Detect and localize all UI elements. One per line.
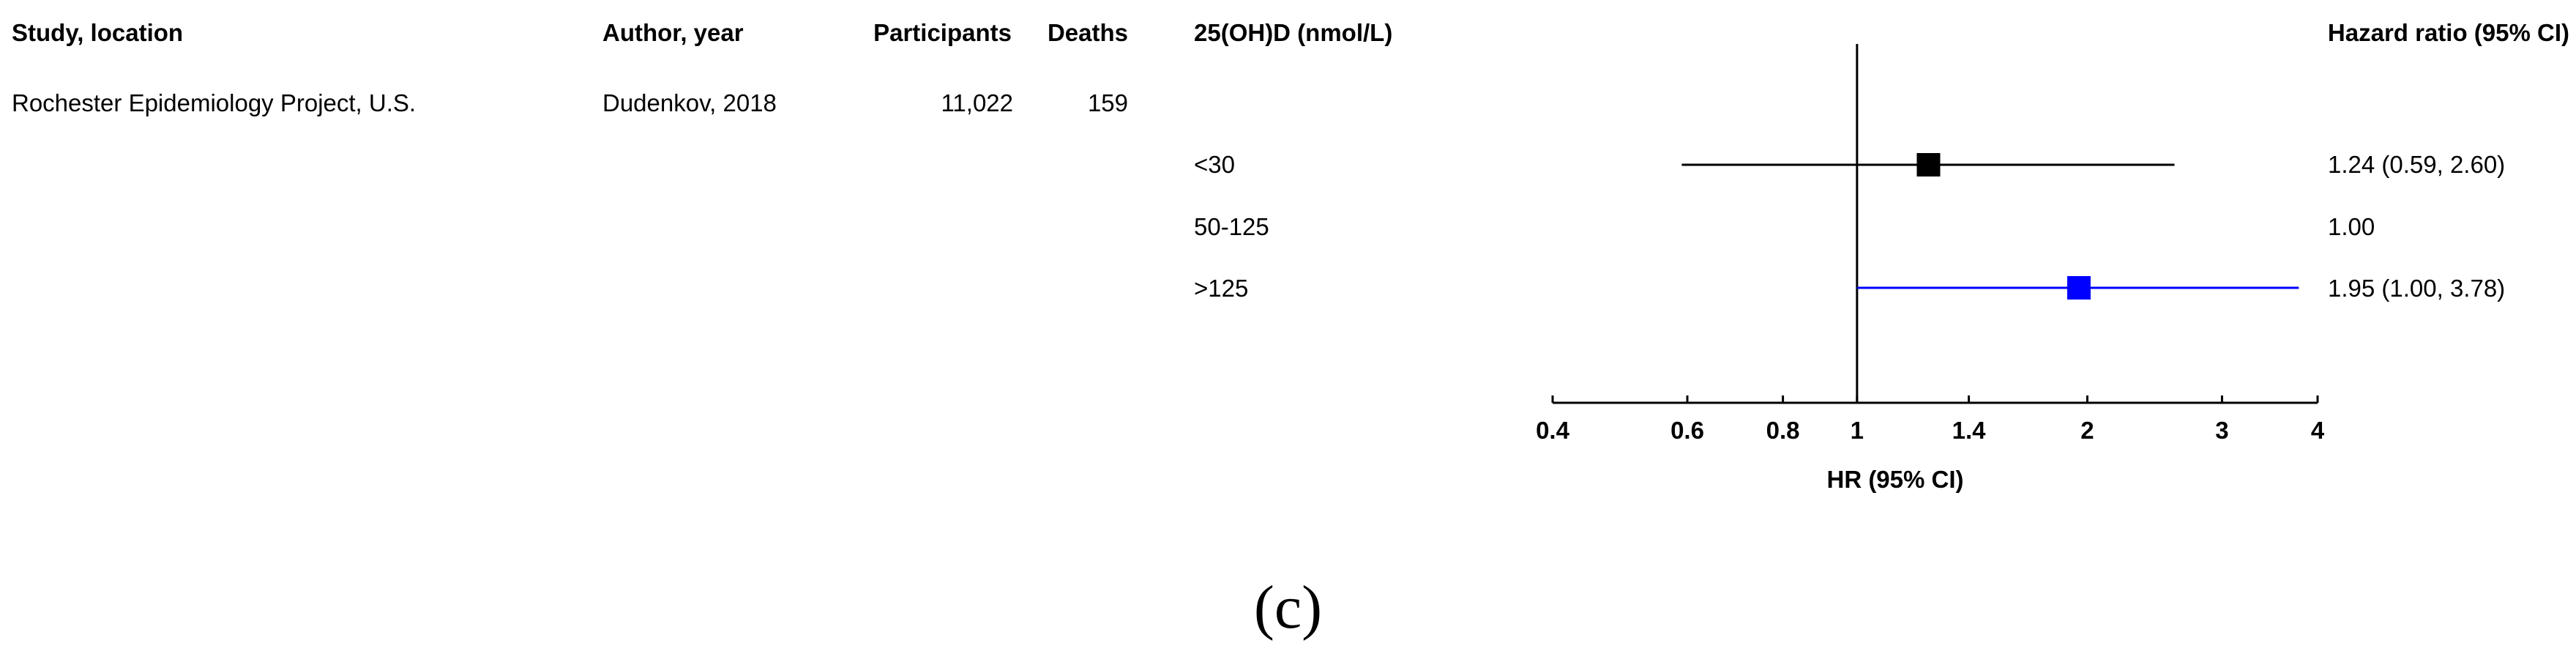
header-author-year: Author, year [602,19,744,46]
header-deaths: Deaths [1047,19,1128,46]
hr-text-lt30: 1.24 (0.59, 2.60) [2328,151,2506,178]
header-study-location: Study, location [12,19,184,46]
x-tick-label: 1.4 [1952,417,1987,444]
deaths-cell: 159 [1087,89,1128,116]
x-axis: 0.4 0.6 0.8 1 1.4 2 3 4 [1536,44,2325,444]
figure-caption: (c) [1253,573,1323,642]
header-vitamin-d-level: 25(OH)D (nmol/L) [1194,19,1393,46]
x-tick-label: 0.8 [1766,417,1800,444]
x-axis-label: HR (95% CI) [1826,466,1963,493]
header-participants: Participants [873,19,1012,46]
x-tick-label: 2 [2080,417,2094,444]
category-label-gt125: >125 [1194,275,1249,302]
author-year-cell: Dudenkov, 2018 [602,89,777,116]
x-tick-label: 4 [2311,417,2325,444]
x-tick-label: 0.6 [1670,417,1704,444]
point-estimate-marker [2067,276,2091,300]
x-tick-label: 0.4 [1536,417,1570,444]
hr-text-50-125: 1.00 [2328,213,2375,240]
point-estimate-marker [1916,153,1941,176]
category-label-50-125: 50-125 [1194,213,1269,240]
participants-cell: 11,022 [941,89,1013,116]
header-hazard-ratio: Hazard ratio (95% CI) [2327,19,2569,46]
x-tick-label: 3 [2215,417,2228,444]
category-label-lt30: <30 [1194,151,1235,178]
hr-text-gt125: 1.95 (1.00, 3.78) [2328,275,2506,302]
plot-rows [1681,153,2299,300]
study-location-cell: Rochester Epidemiology Project, U.S. [12,89,417,116]
x-tick-label: 1 [1851,417,1864,444]
